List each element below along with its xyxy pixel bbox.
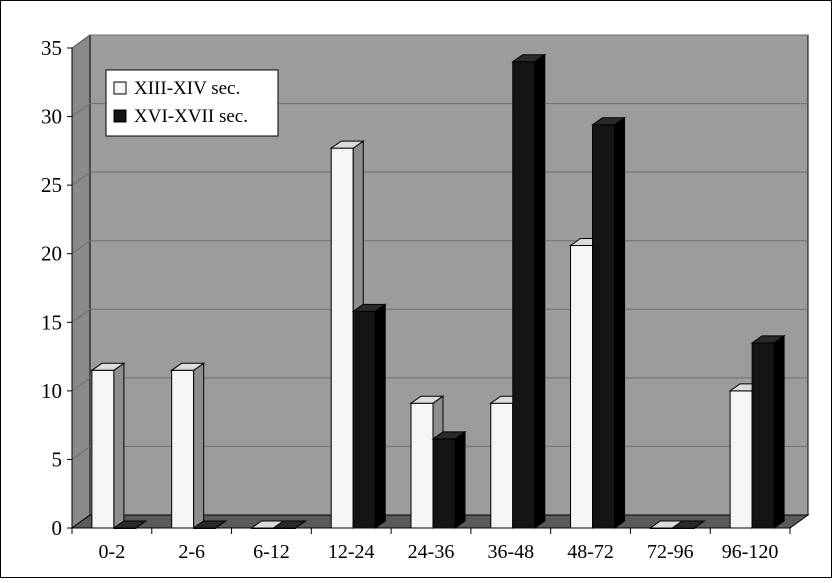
x-tick-label: 6-12 (253, 541, 290, 563)
bar-top (351, 303, 387, 312)
gridline (71, 171, 808, 186)
gridline (71, 308, 808, 323)
y-tick-label: 25 (41, 173, 62, 197)
bar-top (170, 362, 206, 371)
bar (670, 520, 706, 529)
side-wall (71, 34, 91, 529)
gridline (71, 34, 808, 49)
bar-top (112, 520, 148, 529)
legend-label: XVI-XVII sec. (134, 106, 248, 127)
bar (431, 430, 467, 529)
bar-top (192, 520, 228, 529)
bar-side (454, 430, 466, 529)
bar-top (271, 520, 308, 529)
bar-side (614, 116, 626, 529)
x-tick-label: 24-36 (408, 541, 455, 563)
bar-top (590, 117, 627, 126)
bar (112, 520, 148, 529)
bar (511, 53, 547, 529)
gridline (71, 445, 808, 460)
y-tick-label: 30 (41, 105, 62, 129)
y-tick-label: 20 (41, 242, 62, 266)
bar-top (670, 520, 706, 529)
y-tick-label: 15 (41, 310, 62, 334)
bar-front (352, 310, 376, 529)
x-tick-label: 0-2 (99, 541, 126, 563)
bar-front (490, 402, 514, 529)
bar-side (534, 53, 546, 529)
y-tick-label: 0 (52, 516, 63, 540)
bar-top (511, 54, 547, 63)
bar-side (113, 362, 125, 529)
y-tick-label: 5 (52, 447, 63, 471)
bar (351, 303, 387, 529)
bar-front (410, 402, 434, 529)
bar-front (91, 369, 115, 529)
bar-front (729, 390, 753, 529)
gridline (71, 240, 808, 255)
bar-top (750, 335, 786, 344)
x-tick-label: 96-120 (722, 541, 779, 563)
bar (170, 362, 206, 529)
bar-front (570, 244, 594, 529)
bar-side (773, 334, 785, 529)
x-tick-label: 12-24 (328, 541, 375, 563)
legend-swatch (113, 109, 127, 123)
legend-swatch (113, 81, 127, 95)
legend-box (105, 69, 279, 137)
bar-front (592, 124, 616, 529)
gridline (71, 103, 808, 117)
bar-side (193, 362, 205, 529)
bar-front (432, 438, 456, 529)
bar-top (431, 431, 467, 440)
bar-front (512, 61, 536, 529)
bar-front (330, 147, 354, 529)
bar-side (374, 303, 386, 529)
bar (90, 362, 126, 529)
bar (192, 520, 228, 529)
y-tick-label: 35 (41, 36, 62, 60)
bar (750, 334, 786, 529)
x-tick-label: 2-6 (178, 541, 205, 563)
bar-top (409, 395, 445, 404)
x-tick-label: 48-72 (567, 541, 614, 563)
bar-front (751, 342, 775, 529)
bar (590, 116, 627, 529)
legend-label: XIII-XIV sec. (134, 78, 240, 99)
x-tick-label: 36-48 (487, 541, 534, 563)
bar-top (90, 362, 126, 371)
bar-front (171, 369, 195, 529)
bar-top (329, 140, 365, 149)
gridline (71, 377, 808, 392)
bar (271, 520, 308, 529)
x-tick-label: 72-96 (647, 541, 694, 563)
y-tick-label: 10 (41, 379, 62, 403)
